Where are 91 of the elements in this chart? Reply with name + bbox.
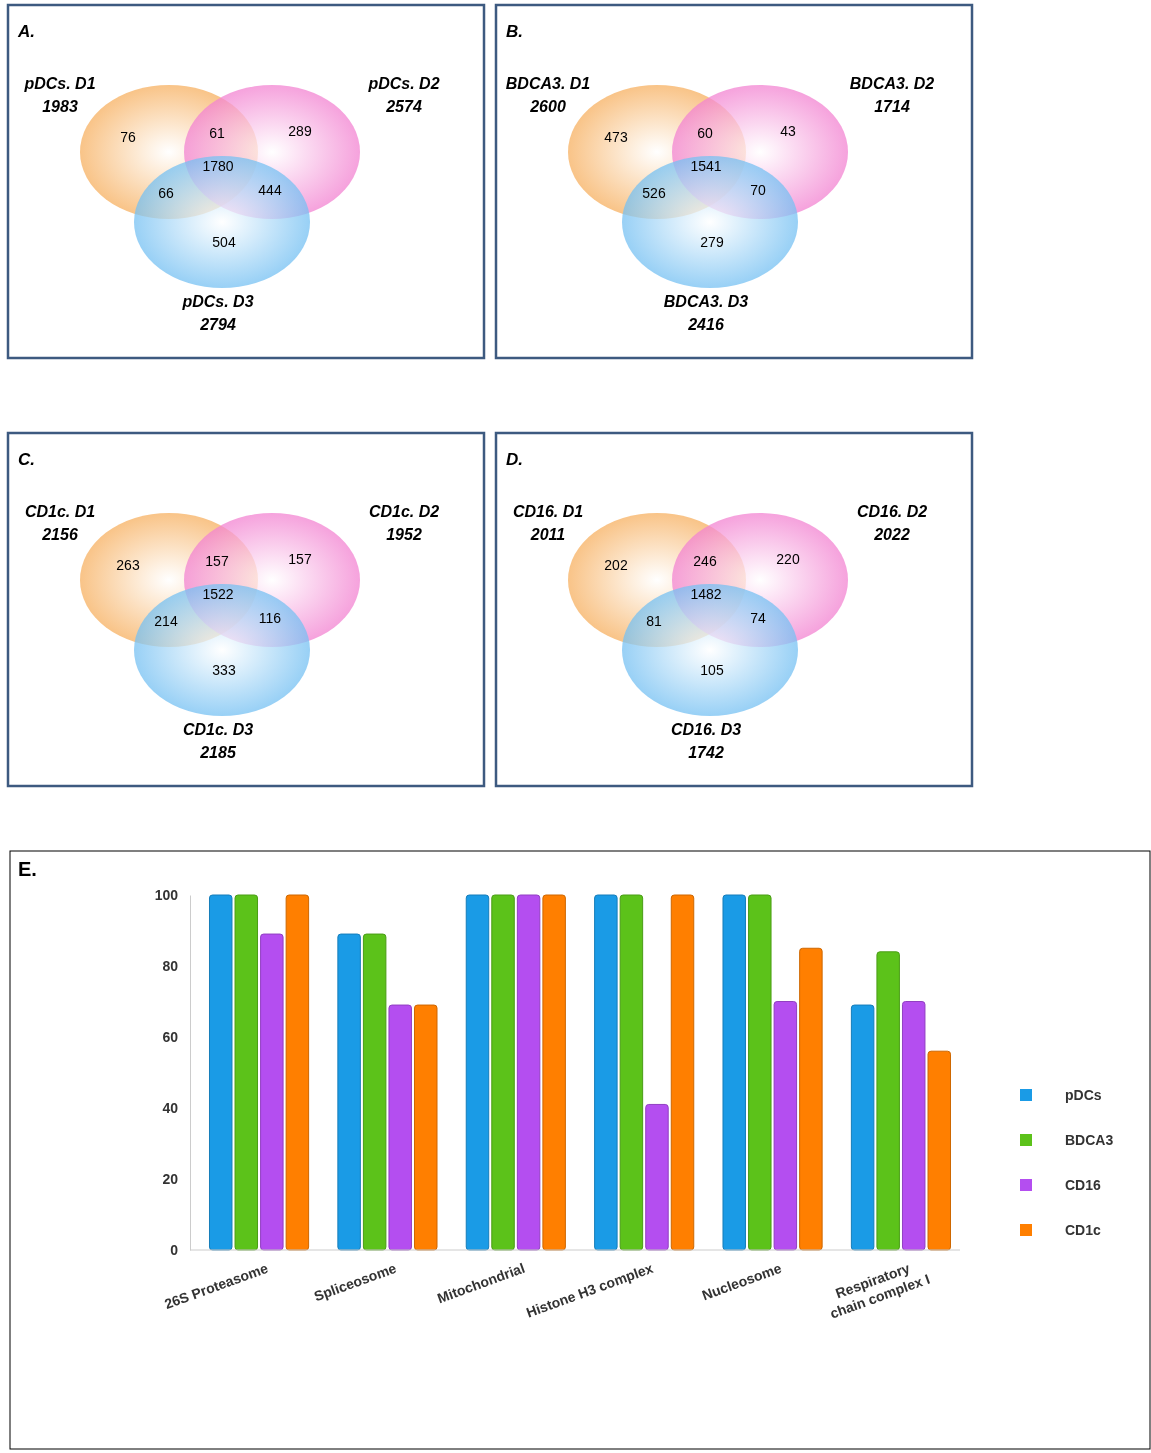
- bar: [516, 894, 541, 1251]
- category-label: CD1c. D3: [182, 721, 254, 738]
- text: 246: [693, 553, 717, 569]
- text: 66: [158, 185, 174, 201]
- legend-label: CD16: [1065, 1177, 1102, 1193]
- legend-label: pDCs: [1065, 1087, 1102, 1103]
- bar: [876, 951, 900, 1251]
- text: 81: [646, 613, 662, 629]
- text: D.: [506, 450, 523, 469]
- bar: [285, 894, 310, 1251]
- bar: [388, 1004, 412, 1251]
- data-label: 2600: [529, 98, 566, 115]
- data-label: 2574: [385, 98, 422, 115]
- data-label: 1952: [386, 526, 422, 543]
- text: 74: [750, 610, 766, 626]
- category-label: CD1c. D1: [24, 503, 96, 520]
- bar: [234, 894, 259, 1251]
- text: 263: [116, 557, 140, 573]
- data-label: 2794: [199, 316, 236, 333]
- bar: [594, 894, 618, 1251]
- text: 333: [212, 662, 236, 678]
- legend-label: BDCA3: [1065, 1132, 1114, 1148]
- y-tick-label: 20: [162, 1170, 179, 1187]
- text: B.: [506, 22, 523, 41]
- bar: [722, 894, 746, 1251]
- text: E.: [18, 858, 37, 880]
- bar: [414, 1004, 438, 1251]
- bar: [748, 894, 772, 1251]
- text: 70: [750, 182, 766, 198]
- text: 444: [258, 182, 282, 198]
- data-label: 2156: [41, 526, 78, 543]
- text: 1482: [690, 586, 722, 602]
- category-label: pDCs. D3: [181, 293, 254, 310]
- bar: [645, 1103, 669, 1251]
- bar: [362, 933, 387, 1251]
- y-tick-label: 0: [170, 1241, 179, 1258]
- category-label: CD1c. D2: [368, 503, 440, 520]
- bar: [465, 894, 490, 1251]
- text: 279: [700, 234, 724, 250]
- text: 43: [780, 123, 796, 139]
- bar: [799, 947, 823, 1251]
- bar: [542, 894, 566, 1251]
- category-label: pDCs. D2: [367, 75, 440, 92]
- bar: [670, 894, 695, 1251]
- text: 60: [697, 125, 713, 141]
- y-tick-label: 40: [162, 1099, 179, 1116]
- category-label: CD16. D2: [856, 503, 928, 520]
- data-label: 2011: [529, 526, 566, 543]
- text: 220: [776, 551, 800, 567]
- text: A.: [17, 22, 35, 41]
- bar: [901, 1001, 926, 1251]
- text: C.: [18, 450, 35, 469]
- data-label: 1714: [874, 98, 910, 115]
- bar: [619, 894, 644, 1251]
- category-label: BDCA3. D2: [849, 75, 935, 92]
- text: 526: [642, 185, 666, 201]
- bar: [773, 1001, 798, 1251]
- text: 105: [700, 662, 724, 678]
- text: 76: [120, 129, 136, 145]
- bar: [927, 1050, 952, 1251]
- data-label: 2185: [199, 744, 237, 761]
- text: 289: [288, 123, 312, 139]
- bar: [850, 1004, 875, 1251]
- y-tick-label: 100: [154, 886, 179, 903]
- bar: [260, 933, 284, 1251]
- text: 61: [209, 125, 225, 141]
- text: 473: [604, 129, 628, 145]
- y-tick-label: 60: [162, 1028, 179, 1045]
- data-label: 2022: [873, 526, 910, 543]
- bar: [337, 933, 361, 1251]
- text: 504: [212, 234, 236, 250]
- category-label: CD16. D3: [670, 721, 742, 738]
- data-label: 1742: [688, 744, 724, 761]
- text: 214: [154, 613, 178, 629]
- text: 1541: [690, 158, 722, 174]
- data-label: 1983: [42, 98, 78, 115]
- bar: [208, 894, 233, 1251]
- category-label: pDCs. D1: [23, 75, 96, 92]
- text: 1522: [202, 586, 234, 602]
- text: 157: [205, 553, 229, 569]
- data-label: 2416: [687, 316, 724, 333]
- text: 157: [288, 551, 312, 567]
- text: 202: [604, 557, 628, 573]
- legend-label: CD1c: [1065, 1222, 1102, 1238]
- y-tick-label: 80: [162, 957, 179, 974]
- category-label: BDCA3. D1: [505, 75, 591, 92]
- text: 116: [258, 610, 282, 626]
- category-label: BDCA3. D3: [663, 293, 749, 310]
- text: 1780: [202, 158, 234, 174]
- bar: [491, 894, 515, 1251]
- category-label: CD16. D1: [512, 503, 584, 520]
